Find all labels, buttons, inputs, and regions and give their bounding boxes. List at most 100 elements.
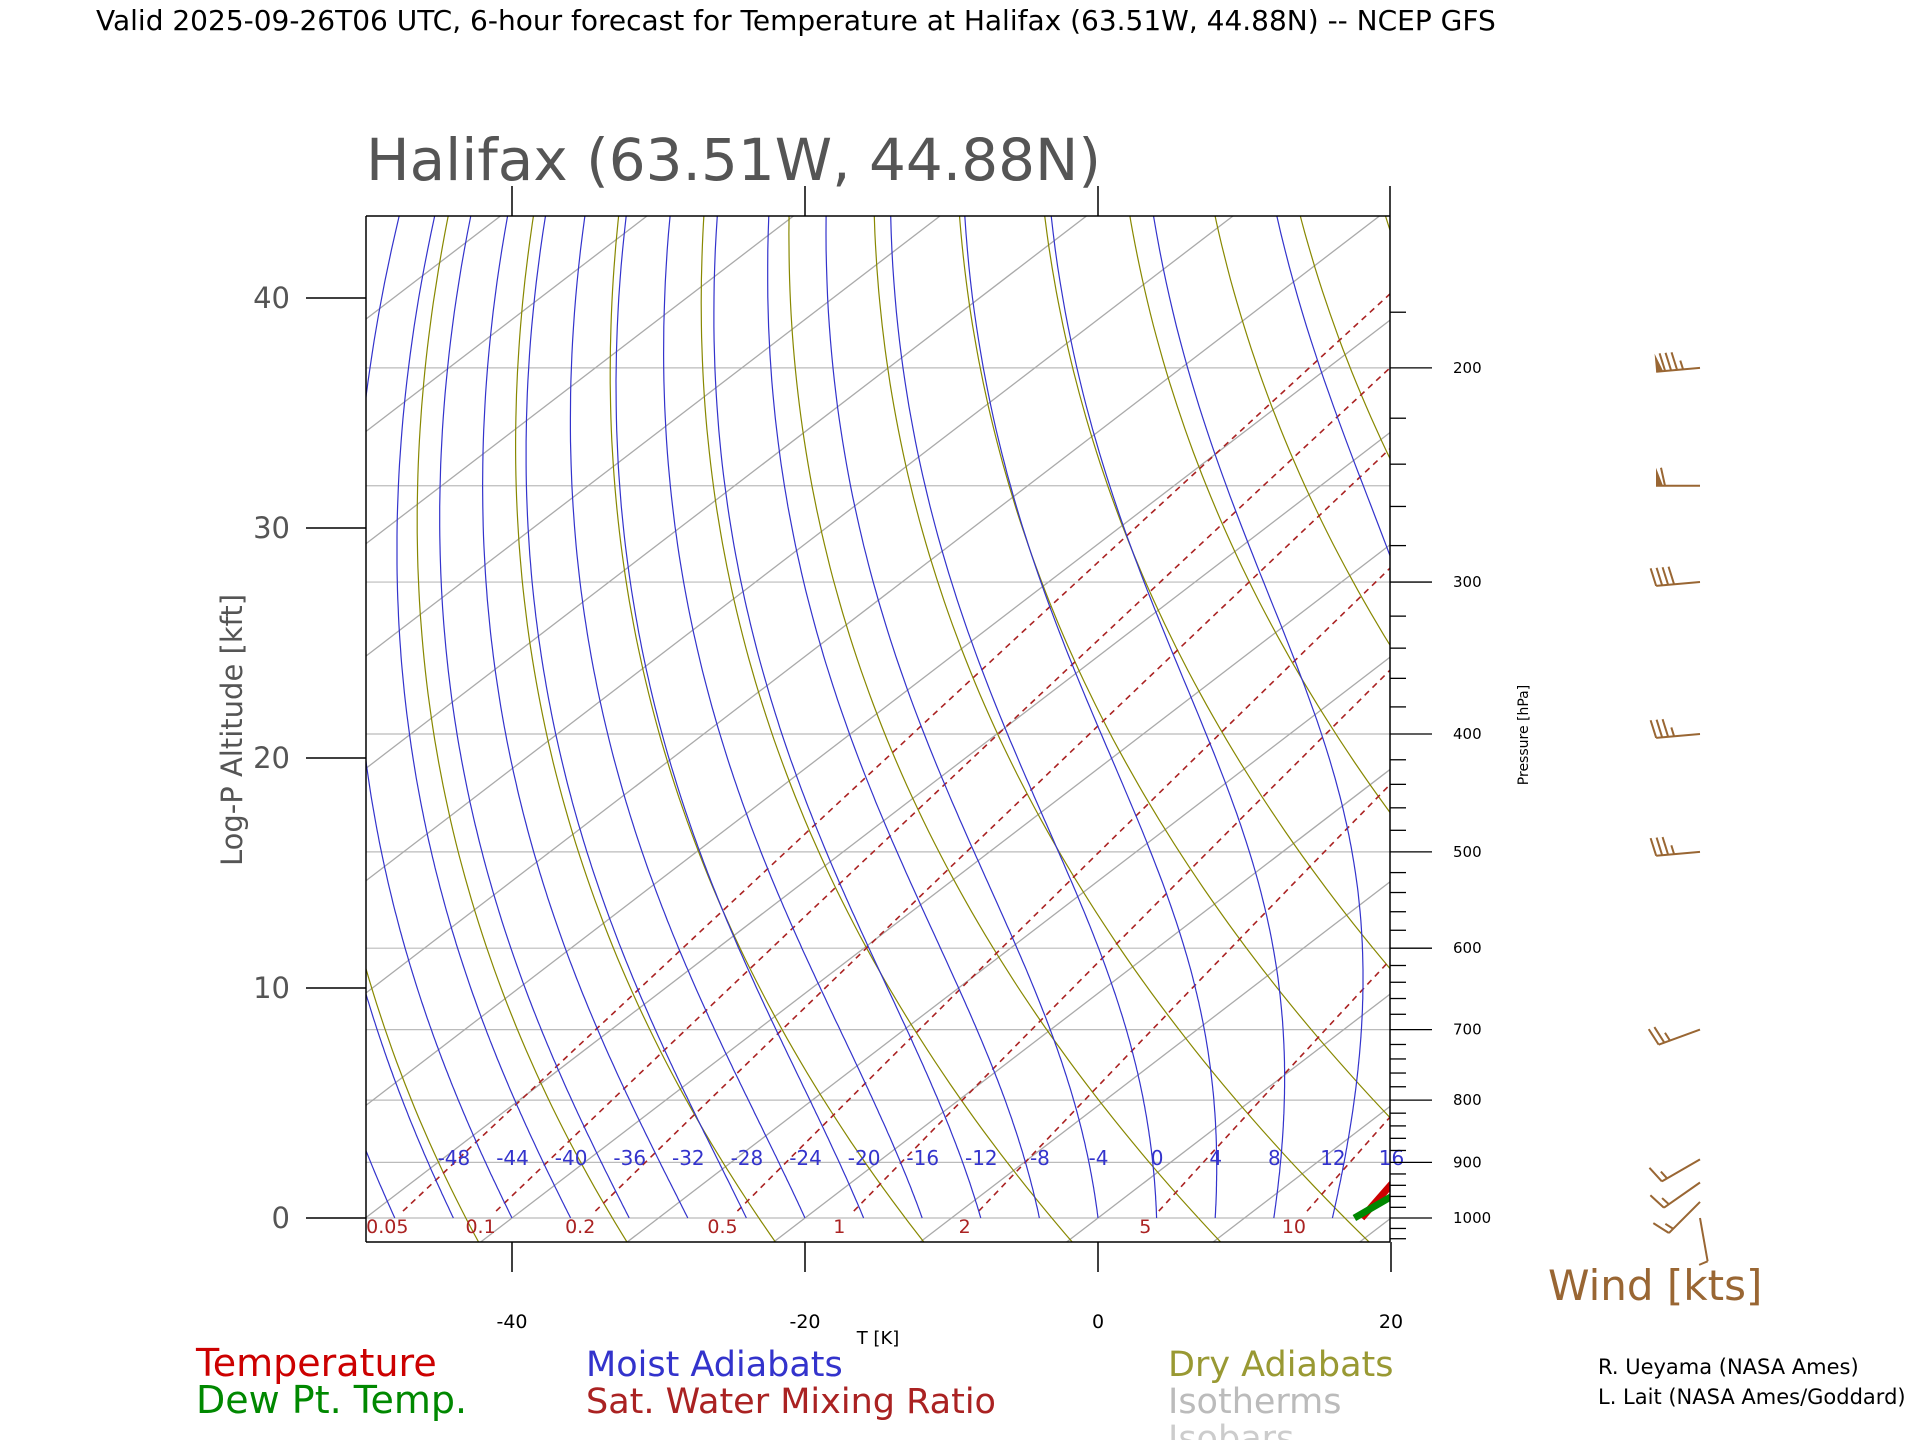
chart-title: Halifax (63.51W, 44.88N) [366,126,1101,194]
moist-adiabat-label: -36 [613,1146,646,1170]
dry-adiabat-line [0,211,25,1246]
wind-barb-flag [1655,567,1664,586]
moist-adiabat-line [767,216,1040,1219]
moist-adiabat-line [366,992,454,1219]
wind-barb [1649,718,1701,739]
wind-barb [1649,1181,1701,1209]
wind-barb-shaft [1656,366,1701,373]
dry-adiabat-line [1554,211,1920,1246]
isotherm-line [919,880,1390,1242]
wind-barb [1654,351,1701,373]
isotherm-line [772,768,1390,1242]
left-axis: 0 10 20 30 40 [253,281,366,1235]
isotherm-line [479,544,1390,1242]
pressure-tick-label: 300 [1453,573,1482,591]
mixing-ratio-line [495,366,1390,1212]
mixing-ratio-line [978,783,1390,1212]
wind-barb-flag [1653,1026,1666,1044]
dry-adiabat-line [1639,211,1920,1246]
wind-barb [1656,467,1700,487]
mixing-ratio-line [853,669,1390,1212]
x-tick-label: -20 [789,1311,820,1333]
wind-barb-flag [1649,1194,1665,1209]
wind-barb-half-flag [1679,360,1685,370]
wind-barb-flag [1660,467,1666,486]
legend-temperature: Temperature [195,1341,437,1385]
moist-adiabat-line [439,216,630,1219]
legend-dewpoint: Dew Pt. Temp. [196,1378,467,1422]
dry-adiabat-line [1214,216,1390,647]
dry-adiabat-line [1809,211,1920,1246]
moist-adiabat-line [569,216,806,1219]
wind-barb-flag [1649,567,1658,587]
isotherm-line [0,206,74,1246]
y-tick-label: 30 [253,511,290,545]
isotherm-line [366,216,649,433]
mixing-ratio-line [402,292,1390,1212]
wind-barb-flag [1655,719,1664,738]
credit-2: L. Lait (NASA Ames/Goddard) [1598,1385,1906,1409]
wind-barb [1648,1158,1701,1183]
moist-adiabat-line [1152,216,1364,1219]
moist-adiabat-line [366,1149,396,1219]
wind-barb-pennant [1656,467,1663,486]
wind-barb-flag [1658,353,1667,372]
mixing-ratio-line [594,447,1390,1212]
pressure-axis-label: Pressure [hPa] [1516,685,1532,785]
mixing-ratio-label: 0.2 [565,1216,595,1238]
wind-barb-flag [1655,837,1664,856]
moist-adiabat-line [964,216,1218,1219]
wind-barb-shaft [1663,1181,1701,1209]
isotherm-line [366,216,942,657]
moist-adiabat-line [825,216,1099,1219]
moist-adiabat-line [890,216,1158,1219]
y-tick-label: 10 [253,971,290,1005]
moist-adiabat-line [1567,216,1848,1218]
isotherm-line [0,206,367,1246]
moist-adiabat-label: 0 [1151,1146,1164,1170]
moist-adiabat-label: -8 [1030,1146,1050,1170]
pressure-tick-label: 900 [1453,1153,1482,1171]
dry-adiabat-line [958,216,1390,1119]
wind-barb-shaft [1668,1201,1701,1234]
moist-adiabat-label: 8 [1268,1146,1281,1170]
isotherm-line [1358,1217,1390,1242]
wind-barb-half-flag [1670,727,1676,737]
wind-barb-shaft [1656,581,1701,587]
moist-adiabat-line [525,216,747,1219]
dry-adiabat-line [1469,211,1920,1246]
mixing-ratio-label: 10 [1282,1216,1306,1238]
pressure-tick-label: 400 [1453,725,1482,743]
moist-adiabat-label: 4 [1209,1146,1222,1170]
wind-label: Wind [kts] [1548,1261,1762,1310]
dry-adiabat-line [1724,211,1920,1246]
wind-barb [1652,1201,1701,1234]
mixing-ratio-line [1158,958,1390,1212]
dry-adiabat-line [366,966,480,1242]
wind-barb-shaft [1656,733,1701,739]
legend-isotherms: Isotherms [1168,1382,1342,1422]
pressure-axis: 200 300 400 500 600 700 800 900 1000 [1390,311,1491,1240]
wind-barb-flag [1661,566,1670,586]
mixing-ratio-line [1466,211,1920,1212]
wind-barb-pennant [1654,353,1664,372]
pressure-tick-label: 200 [1453,359,1482,377]
wind-barb [1647,1026,1701,1046]
dry-adiabat-line [1044,216,1390,970]
pressure-tick-label: 600 [1453,939,1482,957]
moist-adiabat-label: -24 [789,1146,822,1170]
credits: R. Ueyama (NASA Ames) L. Lait (NASA Ames… [1598,1355,1906,1409]
dry-adiabat-line [700,216,1073,1242]
temperature-line [1359,1180,1390,1221]
y-tick-label: 40 [253,281,290,315]
pressure-tick-label: 500 [1453,843,1482,861]
wind-barb-shaft [1658,1028,1701,1046]
legend-dry-adiabats: Dry Adiabats [1168,1345,1394,1385]
moist-adiabat-label: 12 [1320,1146,1345,1170]
isotherm-line [1065,993,1390,1242]
x-tick-label: 0 [1092,1311,1104,1333]
isotherm-line [626,656,1390,1242]
wind-barb-flag [1647,1028,1660,1046]
dry-adiabat-line [515,216,777,1242]
